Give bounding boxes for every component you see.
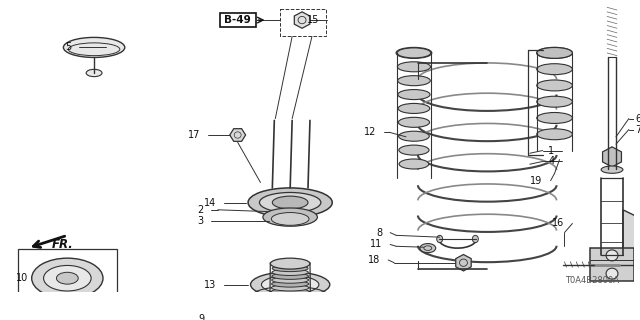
Text: 19: 19 [531,176,543,186]
Ellipse shape [262,276,319,294]
Text: FR.: FR. [51,238,73,251]
Ellipse shape [420,244,436,253]
Ellipse shape [271,281,308,287]
Ellipse shape [537,80,572,91]
Ellipse shape [273,196,308,209]
Ellipse shape [537,64,572,75]
Text: T0A4B2800A: T0A4B2800A [565,276,619,284]
Ellipse shape [271,304,310,310]
Ellipse shape [270,258,310,269]
Text: 17: 17 [188,130,200,140]
Ellipse shape [271,212,309,225]
Ellipse shape [272,265,308,272]
Ellipse shape [86,69,102,76]
Text: 1: 1 [548,146,555,156]
Ellipse shape [436,235,443,243]
Polygon shape [623,210,640,269]
Text: 9: 9 [199,314,205,320]
Text: 8: 8 [376,228,382,238]
Text: B-49: B-49 [224,15,251,25]
Ellipse shape [32,258,103,298]
Ellipse shape [259,192,321,212]
Ellipse shape [248,188,332,217]
Ellipse shape [601,166,623,173]
Ellipse shape [56,272,78,284]
Ellipse shape [275,279,306,290]
Ellipse shape [270,319,310,320]
Bar [590,248,634,281]
Ellipse shape [271,300,310,307]
Ellipse shape [44,266,91,291]
Text: 6: 6 [636,114,640,124]
Text: 18: 18 [368,255,380,265]
Ellipse shape [270,316,310,320]
Ellipse shape [397,48,431,58]
Ellipse shape [537,129,572,140]
Ellipse shape [398,117,429,127]
Ellipse shape [250,272,330,297]
Text: 11: 11 [370,239,382,250]
Text: 15: 15 [307,15,319,25]
Bar [18,249,117,306]
Ellipse shape [280,303,296,310]
Ellipse shape [272,277,308,283]
Ellipse shape [271,312,310,318]
Text: 5: 5 [65,43,71,52]
Ellipse shape [273,315,303,320]
Ellipse shape [248,307,329,320]
Ellipse shape [271,284,309,291]
Text: 14: 14 [204,197,216,207]
Ellipse shape [272,269,308,276]
Ellipse shape [399,159,429,169]
Ellipse shape [63,37,125,58]
Text: 12: 12 [364,127,376,137]
Ellipse shape [271,308,310,314]
Ellipse shape [399,145,429,155]
Text: 13: 13 [204,280,216,290]
Ellipse shape [537,96,572,107]
Ellipse shape [271,288,309,295]
Text: 7: 7 [636,124,640,134]
Ellipse shape [537,47,572,58]
Ellipse shape [397,76,430,86]
Ellipse shape [537,113,572,124]
Ellipse shape [397,62,431,72]
Ellipse shape [472,235,478,243]
Text: 16: 16 [552,219,564,228]
Text: 4: 4 [548,156,555,166]
Ellipse shape [259,310,318,320]
Ellipse shape [263,208,317,226]
Ellipse shape [271,292,309,299]
Ellipse shape [398,90,430,100]
Ellipse shape [537,47,572,58]
Text: 2: 2 [196,205,203,215]
Circle shape [606,268,618,279]
Circle shape [606,250,618,261]
Text: 10: 10 [15,273,28,283]
Ellipse shape [272,273,308,279]
Text: 3: 3 [197,216,203,226]
Ellipse shape [396,47,432,58]
Ellipse shape [399,131,429,141]
Ellipse shape [271,296,309,303]
Ellipse shape [398,103,430,114]
